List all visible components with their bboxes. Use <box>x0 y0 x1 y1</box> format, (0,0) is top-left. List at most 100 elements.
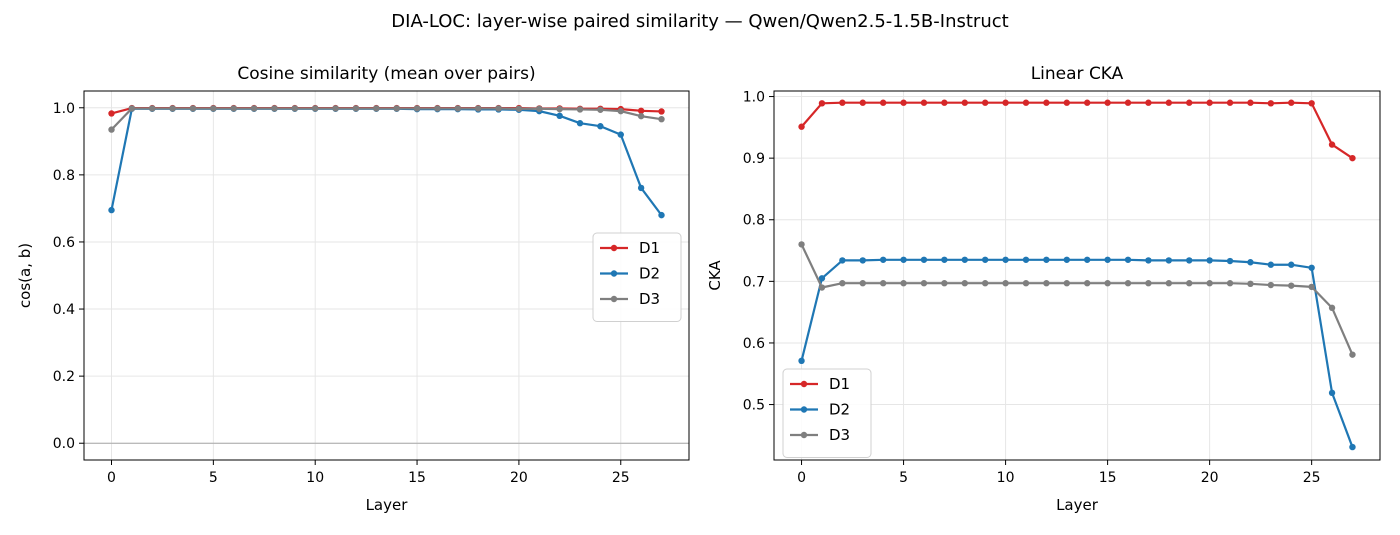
data-point <box>576 120 584 127</box>
data-point <box>1206 99 1213 106</box>
x-tick-label: 0 <box>797 470 806 486</box>
y-tick-label: 0.4 <box>53 302 75 318</box>
y-axis-label: cos(a, b) <box>16 243 34 308</box>
data-point <box>1124 99 1132 106</box>
y-tick-label: 0.0 <box>53 436 75 452</box>
data-point <box>637 184 645 192</box>
data-point <box>879 256 887 263</box>
data-point <box>859 280 866 287</box>
data-point <box>393 105 400 112</box>
data-point <box>210 105 217 112</box>
data-point <box>839 280 846 287</box>
data-point <box>1267 100 1275 107</box>
data-point <box>1349 154 1356 162</box>
data-point <box>474 105 482 112</box>
legend-entry-d2: D2 <box>790 401 850 419</box>
data-point <box>981 280 989 287</box>
series-d3 <box>798 241 1356 358</box>
data-point <box>637 112 645 120</box>
data-point <box>515 105 523 112</box>
data-point <box>1226 280 1234 287</box>
series-line <box>800 243 1354 356</box>
y-tick-label: 1.0 <box>53 101 75 117</box>
data-point <box>597 123 604 130</box>
data-point <box>1022 280 1030 287</box>
chart-title: Linear CKA <box>1031 64 1124 84</box>
data-point <box>1186 99 1193 106</box>
data-point <box>1063 280 1070 287</box>
data-point <box>981 256 989 263</box>
data-point <box>1145 257 1152 264</box>
data-point <box>1288 261 1295 268</box>
series-d2 <box>798 256 1356 451</box>
grid <box>774 91 1380 460</box>
data-point <box>108 206 115 214</box>
data-point <box>1267 261 1275 268</box>
data-point <box>1247 259 1254 266</box>
data-point <box>1084 256 1091 263</box>
data-point <box>1165 280 1173 287</box>
data-point <box>637 107 645 114</box>
chart-panel-2: Linear CKA 0 5 10 15 20 25 0.5 0.6 0.7 0.8 0.9 1.0 La… <box>706 64 1381 514</box>
legend-label: D2 <box>829 401 850 419</box>
data-point <box>1247 99 1254 106</box>
data-point <box>920 280 928 287</box>
data-point <box>1186 257 1193 264</box>
series-d2 <box>108 105 665 219</box>
legend-entry-d1: D1 <box>600 239 660 257</box>
data-point <box>312 105 319 112</box>
y-tick-label: 0.2 <box>53 369 75 385</box>
data-point <box>1063 99 1070 106</box>
data-point <box>798 357 805 365</box>
data-point <box>1063 256 1070 263</box>
data-point <box>839 257 846 264</box>
data-point <box>879 99 887 106</box>
data-point <box>1206 257 1213 264</box>
data-point <box>434 105 441 112</box>
data-point <box>1043 256 1050 263</box>
data-point <box>1267 281 1275 289</box>
data-point <box>961 256 968 263</box>
data-point <box>1124 256 1132 263</box>
legend-box <box>782 368 872 458</box>
y-axis-label: CKA <box>706 260 724 291</box>
data-point <box>597 106 604 113</box>
data-point <box>961 99 968 106</box>
y-tick-label: 0.9 <box>743 151 765 167</box>
data-point <box>1206 280 1213 287</box>
data-point <box>1043 99 1050 106</box>
y-tick-label: 0.6 <box>743 336 765 352</box>
x-tick-label: 20 <box>510 470 528 486</box>
data-point <box>1349 443 1356 451</box>
data-point <box>1226 99 1234 106</box>
data-point <box>108 126 115 133</box>
data-point <box>373 105 380 112</box>
legend-label: D1 <box>639 239 660 257</box>
data-point <box>879 280 887 287</box>
data-point <box>1186 280 1193 287</box>
data-point <box>920 256 928 263</box>
x-tick-label: 0 <box>107 470 116 486</box>
y-tick-label: 1.0 <box>743 90 765 106</box>
data-point <box>1002 280 1009 287</box>
series-line <box>800 101 1354 160</box>
x-tick-label: 25 <box>612 470 630 486</box>
data-point <box>1145 99 1152 106</box>
data-point <box>1328 141 1336 148</box>
data-point <box>536 105 543 112</box>
y-tick-label: 0.8 <box>53 168 75 184</box>
data-point <box>454 105 461 112</box>
x-axis-label: Layer <box>366 496 409 514</box>
legend-marker <box>800 380 808 388</box>
plot-frame <box>773 90 1381 461</box>
legend-marker <box>610 244 618 252</box>
data-point <box>859 99 866 106</box>
data-point <box>658 115 665 123</box>
data-point <box>941 256 948 263</box>
series-line <box>110 107 662 131</box>
data-point <box>1084 280 1091 287</box>
data-point <box>1104 280 1111 287</box>
data-point <box>1104 256 1111 263</box>
data-point <box>1002 99 1009 106</box>
legend-marker <box>610 295 618 303</box>
